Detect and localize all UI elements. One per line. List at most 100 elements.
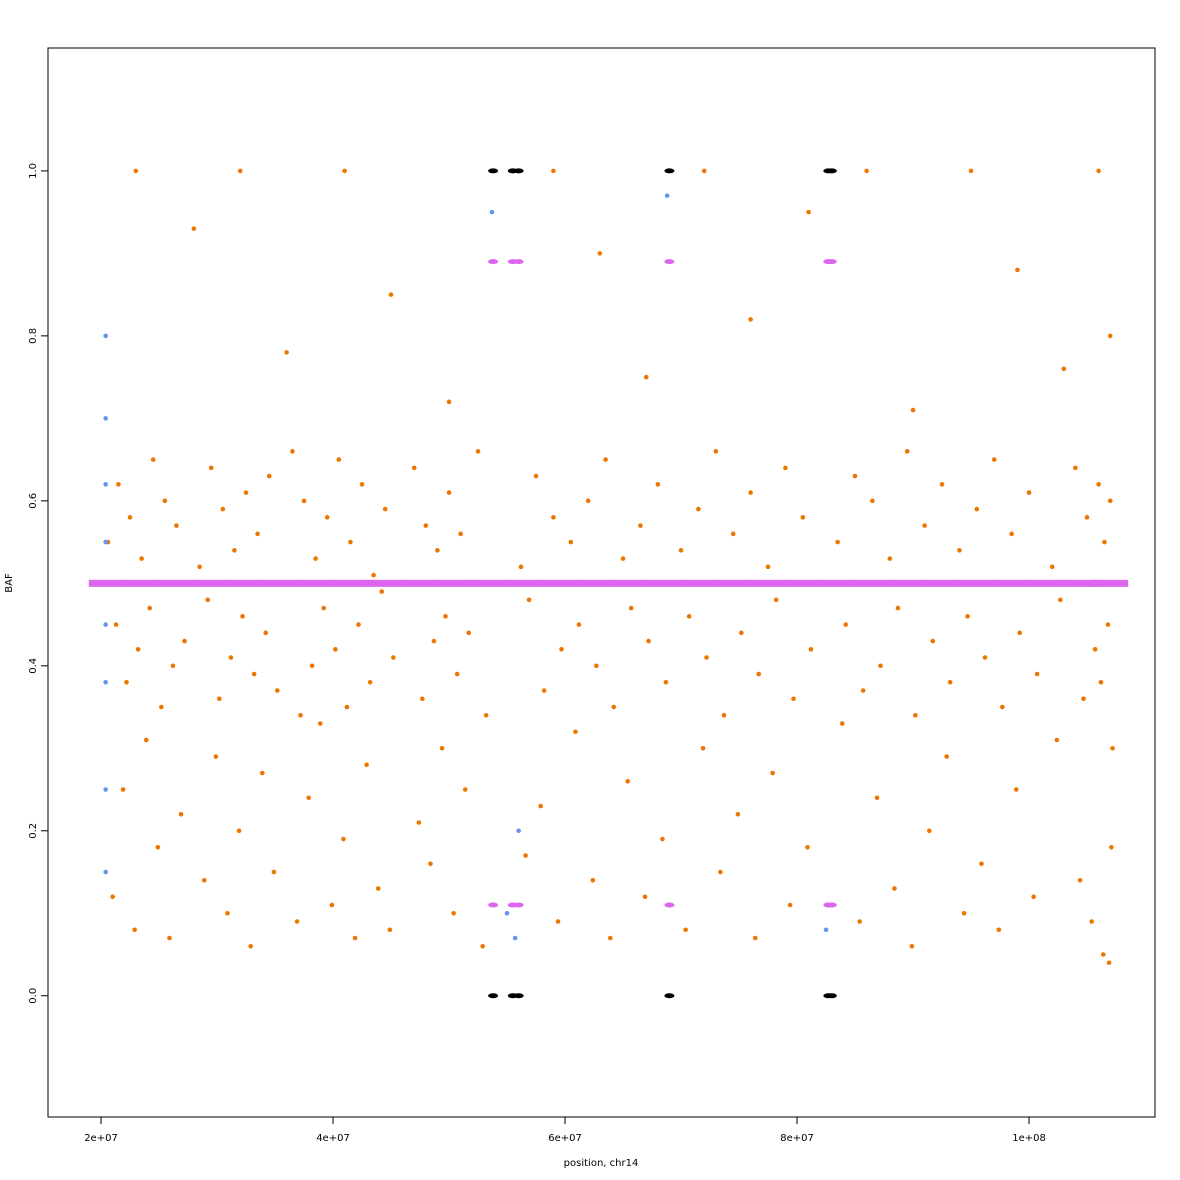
- point: [680, 579, 717, 587]
- point: [443, 614, 448, 619]
- point: [576, 579, 613, 587]
- point: [968, 168, 974, 174]
- point: [155, 844, 161, 850]
- point: [770, 770, 775, 776]
- point: [116, 482, 121, 487]
- point: [139, 556, 144, 561]
- point: [423, 523, 429, 528]
- point: [103, 416, 108, 421]
- point: [857, 919, 862, 924]
- point: [541, 579, 578, 587]
- point: [220, 506, 226, 512]
- point: [922, 523, 927, 528]
- point: [217, 696, 222, 702]
- point: [382, 506, 388, 512]
- point: [232, 548, 237, 553]
- point: [895, 605, 901, 611]
- point: [1026, 490, 1032, 495]
- point: [1107, 498, 1113, 504]
- point: [375, 886, 381, 891]
- point: [103, 680, 108, 685]
- point: [1105, 622, 1111, 627]
- point: [332, 579, 369, 587]
- point: [1034, 671, 1040, 677]
- point: [730, 531, 736, 537]
- point: [306, 795, 311, 801]
- point: [783, 465, 788, 471]
- point: [371, 572, 376, 578]
- point: [431, 638, 437, 644]
- point: [488, 259, 499, 265]
- point: [957, 548, 962, 553]
- point: [806, 209, 811, 215]
- point: [251, 671, 257, 677]
- point: [446, 490, 452, 495]
- point: [1084, 515, 1090, 520]
- point: [638, 523, 643, 528]
- point: [939, 482, 945, 487]
- point: [135, 647, 141, 652]
- point: [663, 680, 669, 685]
- point: [364, 762, 369, 768]
- point: [120, 787, 126, 792]
- point: [889, 579, 926, 587]
- point: [645, 579, 682, 587]
- point: [483, 713, 489, 718]
- point: [488, 902, 499, 908]
- point: [1013, 787, 1019, 792]
- point: [1102, 539, 1107, 545]
- point: [341, 836, 346, 842]
- point: [103, 869, 108, 875]
- point: [236, 828, 242, 834]
- point: [683, 927, 688, 933]
- point: [787, 902, 793, 908]
- point: [852, 473, 858, 479]
- point: [800, 515, 806, 520]
- point: [127, 515, 133, 520]
- point: [162, 498, 168, 504]
- point: [228, 655, 234, 660]
- point: [133, 168, 139, 174]
- point: [791, 696, 796, 702]
- point: [664, 993, 675, 999]
- point: [388, 292, 394, 297]
- point: [208, 465, 214, 471]
- point: [88, 579, 125, 587]
- point: [965, 614, 970, 619]
- point: [541, 688, 547, 693]
- point: [611, 704, 617, 710]
- point: [1096, 168, 1101, 174]
- x-axis-label: position, chr14: [564, 1158, 639, 1169]
- point: [489, 209, 495, 215]
- point: [488, 168, 499, 174]
- point: [926, 828, 932, 834]
- point: [551, 515, 556, 520]
- point: [784, 579, 821, 587]
- point: [701, 168, 707, 174]
- y-tick-label: 0.4: [28, 658, 39, 674]
- point: [590, 877, 596, 883]
- point: [982, 655, 988, 660]
- point: [518, 564, 524, 570]
- point: [113, 622, 119, 627]
- point: [471, 579, 508, 587]
- point: [391, 655, 396, 660]
- point: [910, 407, 916, 413]
- point: [201, 877, 207, 883]
- point: [228, 579, 265, 587]
- point: [1107, 333, 1113, 339]
- point: [573, 729, 578, 735]
- point: [436, 579, 473, 587]
- point: [713, 449, 719, 454]
- point: [748, 490, 753, 495]
- point: [715, 579, 752, 587]
- x-tick-label: 6e+07: [548, 1133, 582, 1144]
- point: [752, 935, 758, 941]
- point: [466, 630, 472, 636]
- point: [462, 787, 468, 792]
- point: [504, 910, 510, 916]
- y-tick-label: 0.0: [28, 988, 39, 1004]
- point: [143, 737, 149, 743]
- point: [826, 902, 837, 908]
- point: [174, 523, 179, 528]
